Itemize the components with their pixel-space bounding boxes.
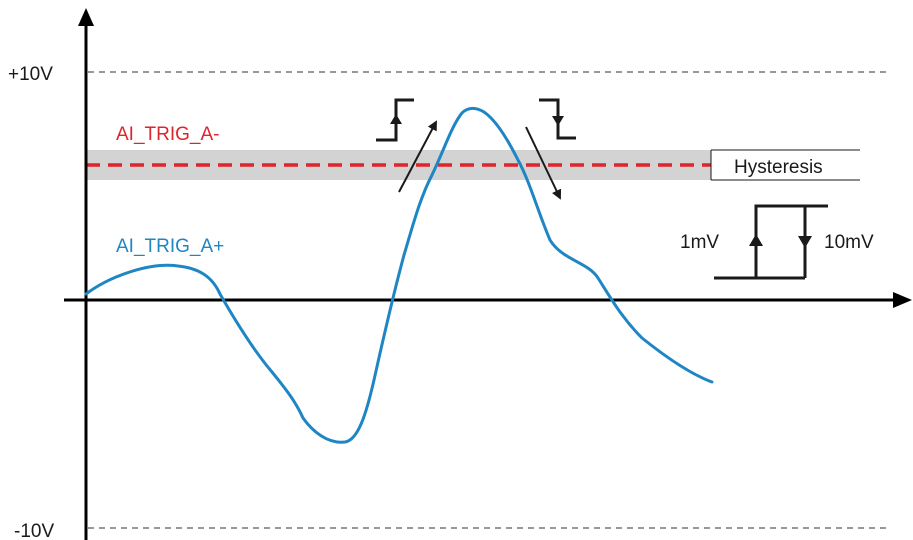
rising-threshold-label: 1mV [680,232,719,253]
falling-threshold-label: 10mV [824,232,874,253]
plus-10v-label: +10V [8,64,53,85]
loop-down-arrow-icon [798,236,812,248]
y-axis-arrowhead [78,8,94,26]
loop-up-arrow-icon [749,234,763,246]
input-signal-waveform [84,106,714,444]
x-axis-arrowhead [893,292,912,308]
falling-edge-icon [539,98,576,140]
hysteresis-label: Hysteresis [734,157,823,178]
input-signal-label: AI_TRIG_A+ [116,236,224,257]
trigger-level-label: AI_TRIG_A- [116,124,219,145]
rising-arrow [398,120,437,193]
minus-10v-label: -10V [14,521,54,540]
hysteresis-loop-icon [714,204,828,280]
rising-edge-icon [376,98,414,142]
falling-arrow [525,126,562,200]
